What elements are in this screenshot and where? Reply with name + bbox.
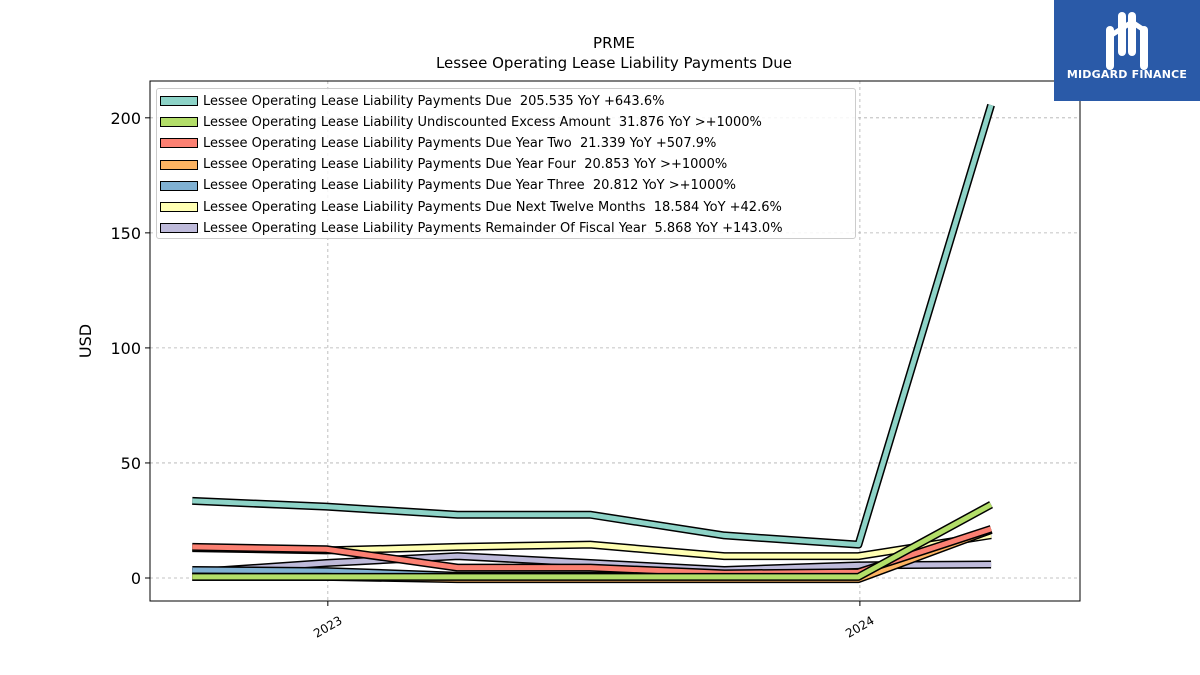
chart-legend: Lessee Operating Lease Liability Payment… bbox=[156, 88, 856, 239]
y-tick-label: 50 bbox=[121, 454, 141, 473]
y-axis-ticks: 0 50 100 150 200 bbox=[110, 109, 150, 588]
y-tick-label: 100 bbox=[110, 339, 141, 358]
legend-label: Lessee Operating Lease Liability Payment… bbox=[203, 199, 782, 215]
brand-mark-icon bbox=[1106, 12, 1148, 70]
x-axis-ticks: 2023 2024 bbox=[311, 601, 877, 641]
legend-item: Lessee Operating Lease Liability Payment… bbox=[157, 197, 782, 217]
series-line bbox=[192, 103, 995, 549]
legend-swatch bbox=[160, 159, 198, 170]
legend-label: Lessee Operating Lease Liability Payment… bbox=[203, 157, 728, 173]
x-tick-label: 2024 bbox=[843, 613, 876, 640]
legend-label: Lessee Operating Lease Liability Payment… bbox=[203, 93, 665, 109]
plot-frame bbox=[149, 80, 1081, 602]
legend-item: Lessee Operating Lease Liability Payment… bbox=[157, 218, 783, 238]
legend-item: Lessee Operating Lease Liability Payment… bbox=[157, 155, 727, 175]
series-line-stroke bbox=[192, 502, 993, 580]
y-tick-label: 150 bbox=[110, 224, 141, 243]
brand-logo: MIDGARD FINANCE bbox=[1054, 0, 1200, 101]
legend-label: Lessee Operating Lease Liability Undisco… bbox=[203, 114, 762, 130]
legend-label: Lessee Operating Lease Liability Payment… bbox=[203, 135, 717, 151]
legend-label: Lessee Operating Lease Liability Payment… bbox=[203, 178, 736, 194]
series-lines bbox=[191, 103, 995, 584]
legend-label: Lessee Operating Lease Liability Payment… bbox=[203, 220, 783, 236]
series-line-stroke bbox=[192, 553, 992, 575]
legend-swatch bbox=[160, 138, 198, 149]
series-line bbox=[192, 525, 993, 578]
y-tick-label: 200 bbox=[110, 109, 141, 128]
legend-item: Lessee Operating Lease Liability Payment… bbox=[157, 91, 664, 111]
legend-swatch bbox=[160, 202, 198, 212]
legend-swatch bbox=[160, 180, 198, 191]
legend-swatch bbox=[160, 117, 198, 128]
legend-item: Lessee Operating Lease Liability Undisco… bbox=[157, 112, 762, 132]
series-line-stroke bbox=[192, 526, 992, 576]
chart-subtitle: Lessee Operating Lease Liability Payment… bbox=[436, 54, 792, 72]
series-line bbox=[192, 501, 993, 581]
legend-item: Lessee Operating Lease Liability Payment… bbox=[157, 176, 736, 196]
legend-item: Lessee Operating Lease Liability Payment… bbox=[157, 133, 716, 153]
x-tick-label: 2023 bbox=[311, 613, 344, 640]
brand-name: MIDGARD FINANCE bbox=[1066, 68, 1188, 81]
series-line-stroke bbox=[192, 104, 994, 548]
y-tick-label: 0 bbox=[131, 569, 141, 588]
chart-title: PRME bbox=[593, 34, 635, 52]
y-axis-label: USD bbox=[76, 324, 95, 358]
series-line bbox=[191, 552, 992, 577]
legend-swatch bbox=[160, 96, 198, 106]
legend-swatch bbox=[160, 223, 198, 234]
